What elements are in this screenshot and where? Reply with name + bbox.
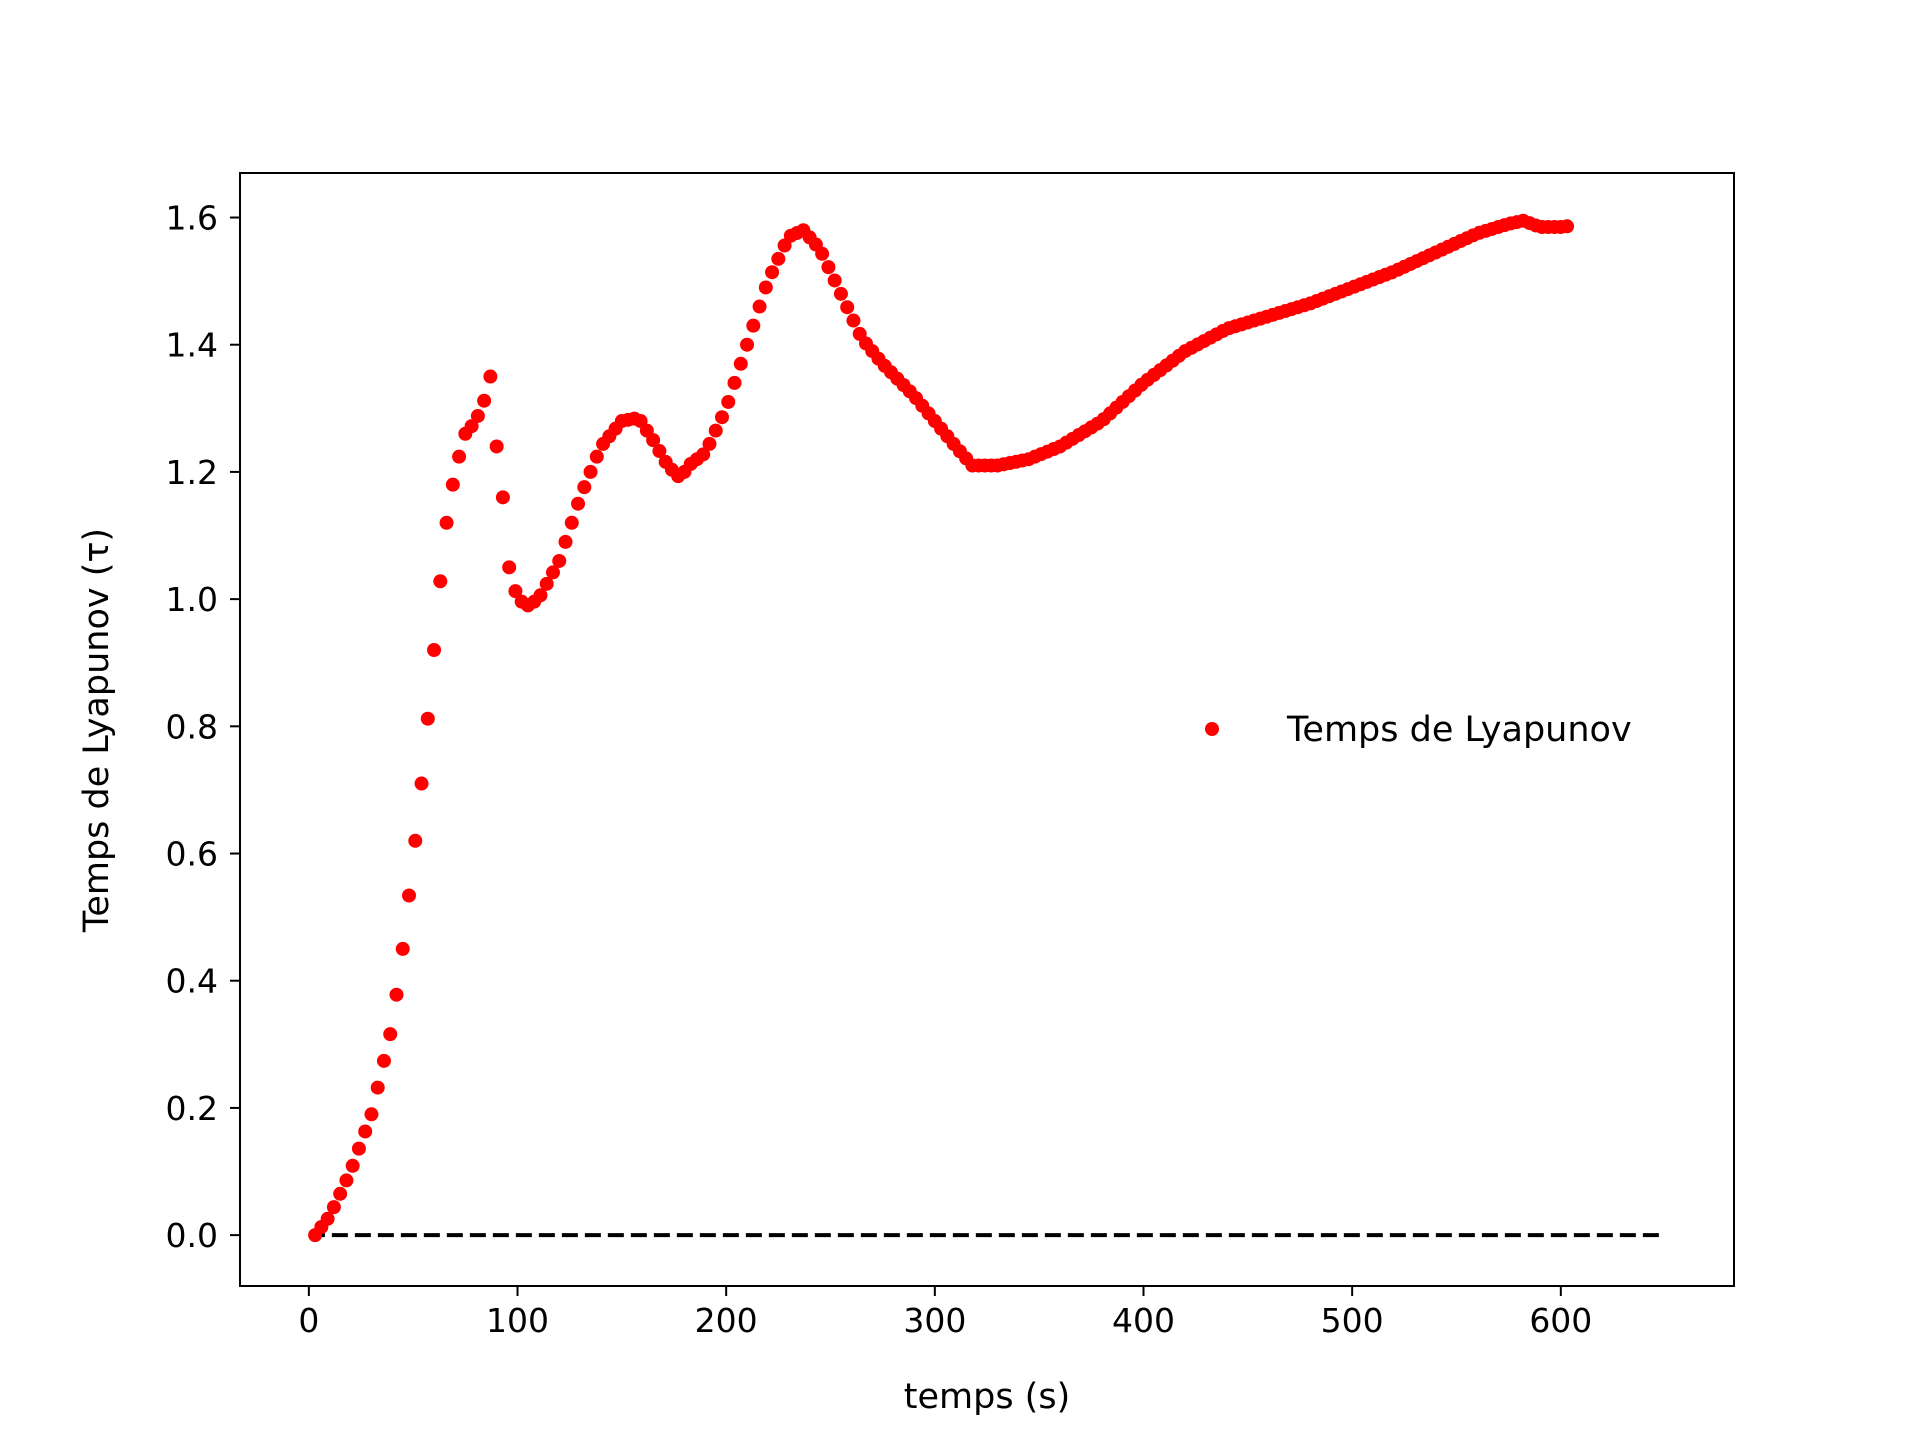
data-point <box>339 1173 354 1188</box>
y-tick-label: 0.6 <box>166 835 218 874</box>
data-point <box>571 496 586 511</box>
data-point <box>333 1186 348 1201</box>
data-point <box>414 776 429 791</box>
x-tick-label: 500 <box>1321 1301 1384 1340</box>
y-tick-label: 0.0 <box>166 1216 218 1255</box>
data-point <box>502 560 517 575</box>
data-point <box>727 375 742 390</box>
data-point <box>370 1080 385 1095</box>
data-point <box>545 565 560 580</box>
data-point <box>827 273 842 288</box>
axes-frame <box>239 172 1735 1287</box>
data-point <box>646 433 661 448</box>
y-tick-label: 1.0 <box>166 580 218 619</box>
x-tick-label: 300 <box>903 1301 966 1340</box>
data-point <box>740 337 755 352</box>
data-point <box>652 444 667 459</box>
data-point <box>696 447 711 462</box>
data-point <box>539 576 554 591</box>
data-point <box>846 313 861 328</box>
data-point <box>351 1141 366 1156</box>
data-point <box>583 464 598 479</box>
y-tick-label: 0.4 <box>166 962 218 1001</box>
data-point <box>452 449 467 464</box>
data-point <box>464 419 479 434</box>
data-point <box>840 300 855 315</box>
data-point <box>395 941 410 956</box>
legend-label: Temps de Lyapunov <box>1286 710 1632 750</box>
data-point <box>508 584 523 599</box>
data-point <box>477 393 492 408</box>
x-tick-label: 600 <box>1529 1301 1592 1340</box>
data-point <box>721 394 736 409</box>
data-point <box>358 1124 373 1139</box>
data-point <box>495 490 510 505</box>
data-point <box>558 534 573 549</box>
data-point <box>533 588 548 603</box>
y-tick-label: 1.4 <box>166 326 218 365</box>
data-point <box>771 251 786 266</box>
data-point <box>708 423 723 438</box>
x-axis: 0 100 200 300 400 500 600 <box>298 1286 1592 1340</box>
data-point <box>577 480 592 495</box>
data-point <box>715 410 730 425</box>
data-point <box>746 318 761 333</box>
x-tick-label: 400 <box>1112 1301 1175 1340</box>
plot-area <box>308 213 1666 1243</box>
data-point <box>383 1027 398 1042</box>
data-point <box>445 477 460 492</box>
data-point <box>439 515 454 530</box>
data-point <box>733 356 748 371</box>
data-point <box>427 643 442 657</box>
data-point <box>483 369 498 384</box>
data-point <box>815 246 830 261</box>
data-point <box>376 1053 391 1068</box>
data-point <box>752 299 767 314</box>
data-point <box>758 280 773 295</box>
y-tick-label: 0.8 <box>166 707 218 746</box>
data-point <box>320 1211 335 1226</box>
data-point <box>1560 219 1575 234</box>
y-tick-label: 0.2 <box>166 1089 218 1128</box>
data-point <box>470 408 485 423</box>
data-point <box>402 888 417 903</box>
data-point <box>389 987 404 1002</box>
data-point <box>564 515 579 530</box>
data-point <box>433 574 448 589</box>
data-point <box>489 439 504 454</box>
data-point <box>420 711 435 726</box>
data-point <box>552 553 567 568</box>
data-point <box>589 449 604 464</box>
legend: Temps de Lyapunov <box>1205 710 1632 750</box>
data-point <box>345 1158 360 1173</box>
data-point <box>364 1107 379 1122</box>
y-tick-label: 1.6 <box>166 199 218 238</box>
x-tick-label: 200 <box>695 1301 758 1340</box>
x-tick-label: 100 <box>486 1301 549 1340</box>
y-axis-label: Temps de Lyapunov (τ) <box>77 528 117 933</box>
data-point <box>833 286 848 301</box>
y-tick-label: 1.2 <box>166 453 218 492</box>
x-axis-label: temps (s) <box>904 1377 1070 1417</box>
y-axis: 0.0 0.2 0.4 0.6 0.8 1.0 1.2 1.4 1.6 <box>166 199 240 1255</box>
data-point <box>408 833 423 848</box>
data-point <box>702 436 717 451</box>
data-point <box>821 260 836 275</box>
data-point <box>326 1200 341 1215</box>
data-point <box>765 265 780 280</box>
legend-marker <box>1205 722 1219 736</box>
x-tick-label: 0 <box>298 1301 319 1340</box>
